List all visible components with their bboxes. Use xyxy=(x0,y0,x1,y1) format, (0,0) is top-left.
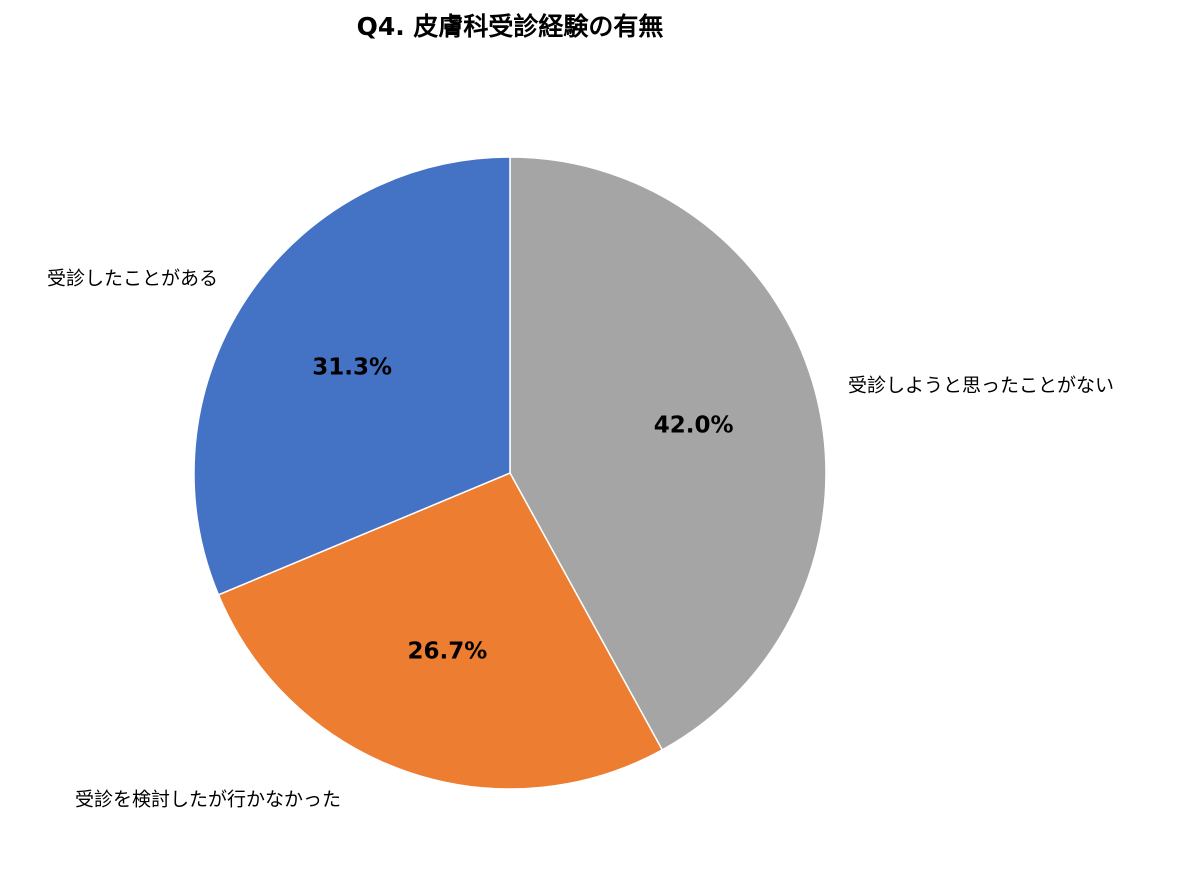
category-label: 受診したことがある xyxy=(47,268,218,290)
pie-slice xyxy=(193,156,511,596)
category-label: 受診しようと思ったことがない xyxy=(848,375,1114,397)
value-label: 26.7% xyxy=(408,638,488,664)
category-label: 受診を検討したが行かなかった xyxy=(75,789,341,811)
value-label: 31.3% xyxy=(312,354,392,380)
value-label: 42.0% xyxy=(654,412,734,438)
pie-slice xyxy=(217,472,664,790)
chart-title: Q4. 皮膚科受診経験の有無 xyxy=(357,12,664,41)
pie-slice xyxy=(509,156,827,751)
